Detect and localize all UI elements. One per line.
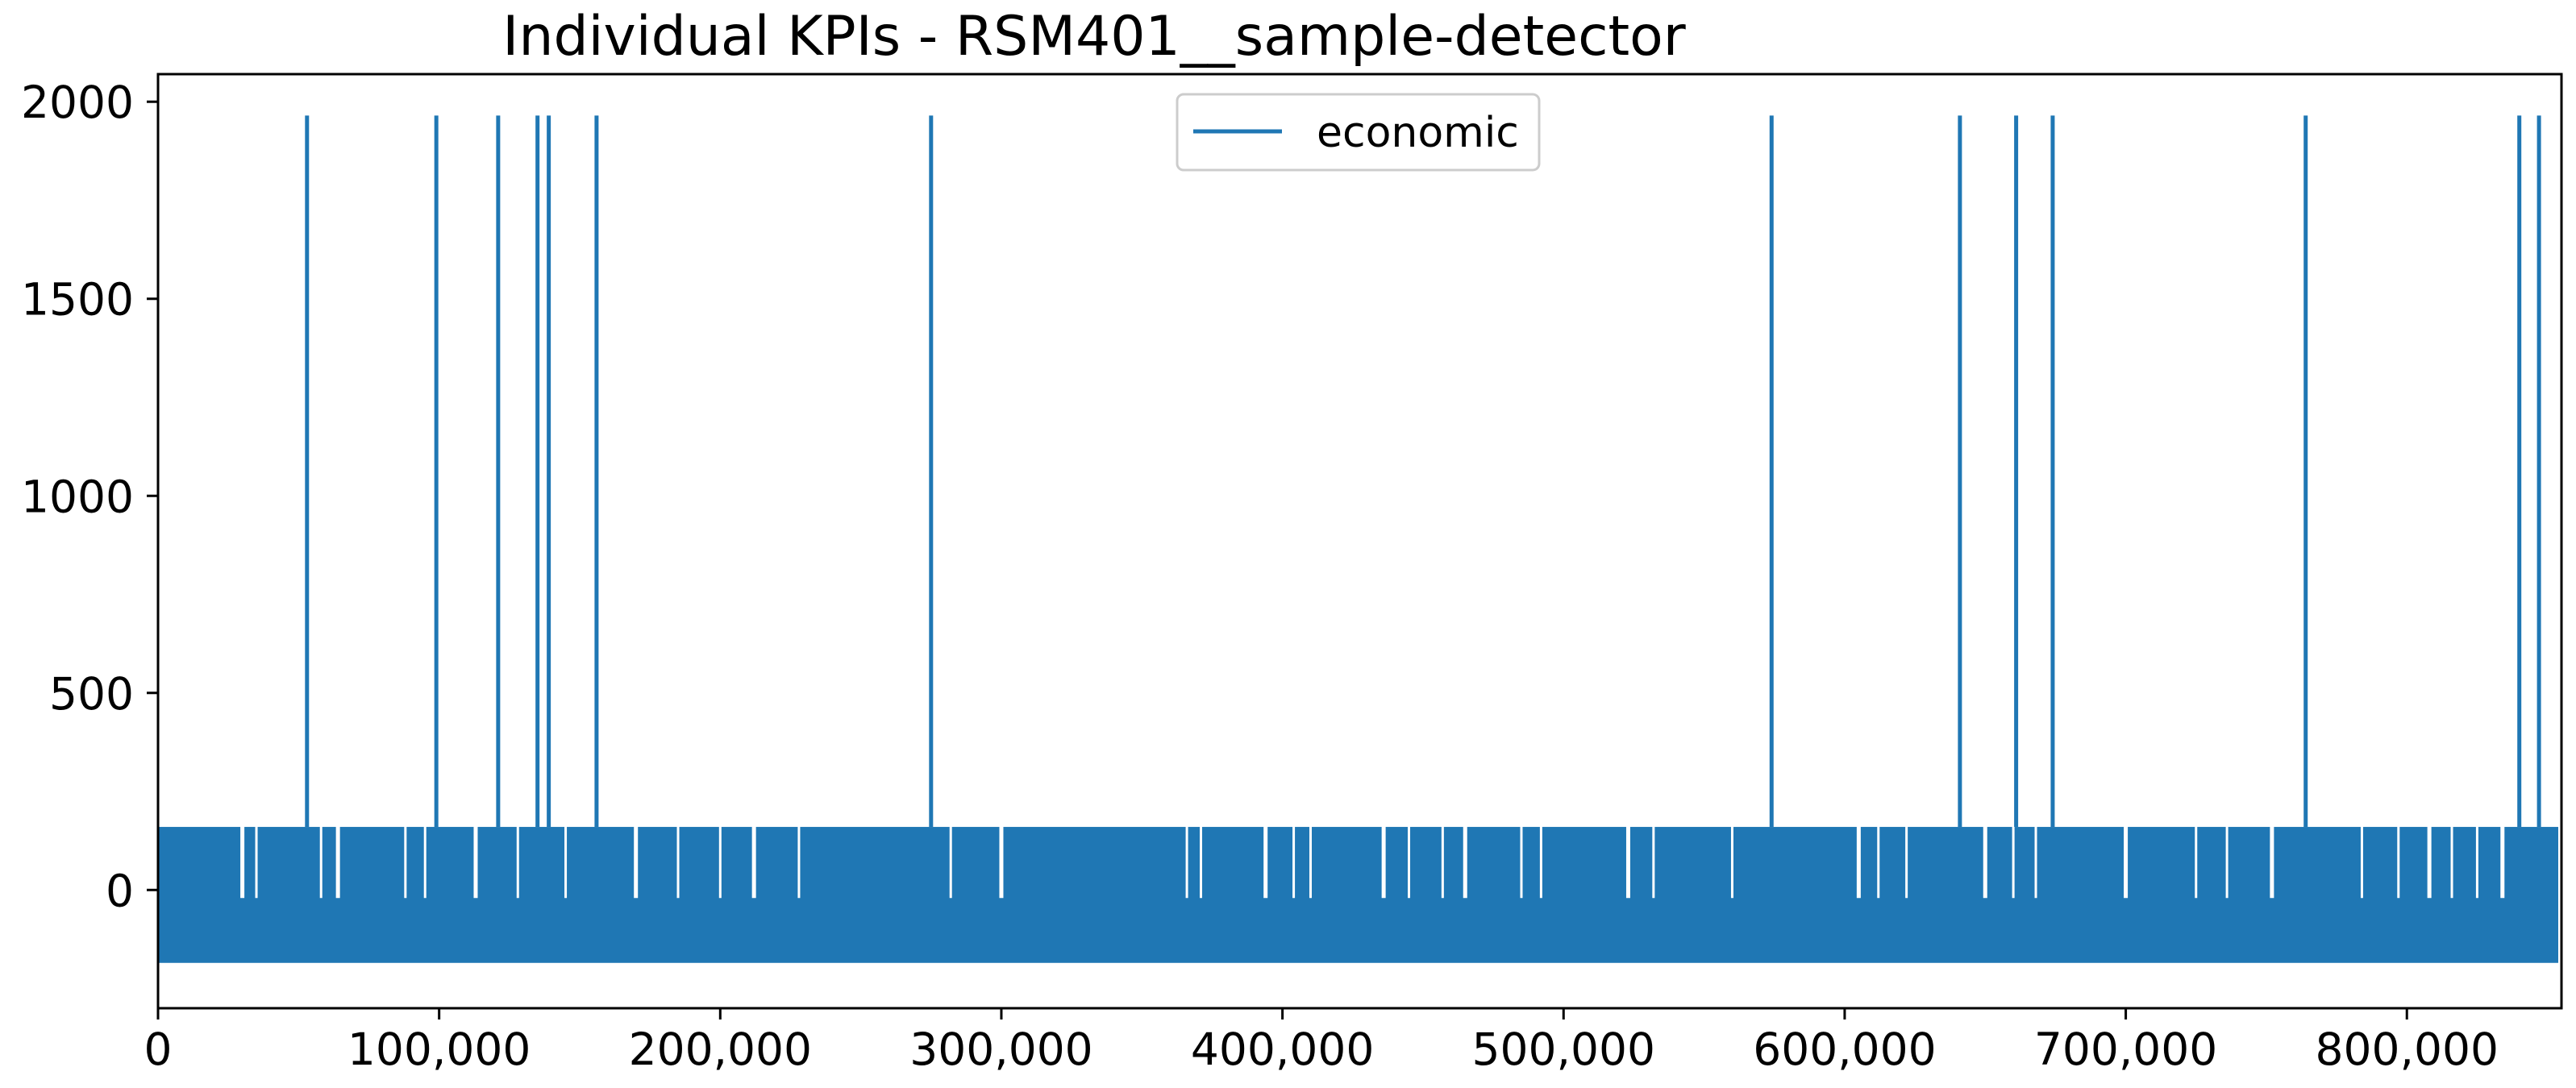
plot-frame: [156, 73, 2563, 1010]
series-band: [158, 827, 2558, 963]
x-tick-label: 100,000: [347, 1024, 531, 1075]
y-tick-label: 1000: [21, 471, 134, 522]
x-tick-label: 600,000: [1753, 1024, 1936, 1075]
y-tick-label: 500: [49, 668, 134, 720]
chart-title: Individual KPIs - RSM401__sample-detecto…: [502, 5, 1685, 69]
y-tick-label: 0: [106, 865, 134, 916]
y-axis: 0 500 1000 1500 2000: [21, 77, 158, 916]
y-tick-label: 2000: [21, 77, 134, 128]
x-axis: 0 100,000 200,000 300,000 400,000 500,000 600,…: [144, 1008, 2499, 1075]
legend-label-economic: economic: [1317, 109, 1519, 157]
x-tick-label: 200,000: [629, 1024, 812, 1075]
x-tick-label: 300,000: [909, 1024, 1092, 1075]
legend: economic: [1176, 93, 1541, 172]
x-tick-label: 800,000: [2316, 1024, 2499, 1075]
x-tick-label: 700,000: [2034, 1024, 2217, 1075]
plot-area: [158, 115, 2558, 963]
x-tick-label: 0: [144, 1024, 173, 1075]
x-tick-label: 400,000: [1191, 1024, 1374, 1075]
y-tick-label: 1500: [21, 274, 134, 326]
x-tick-label: 500,000: [1472, 1024, 1655, 1075]
legend-box: [1176, 93, 1541, 172]
series-economic: [158, 115, 2558, 963]
